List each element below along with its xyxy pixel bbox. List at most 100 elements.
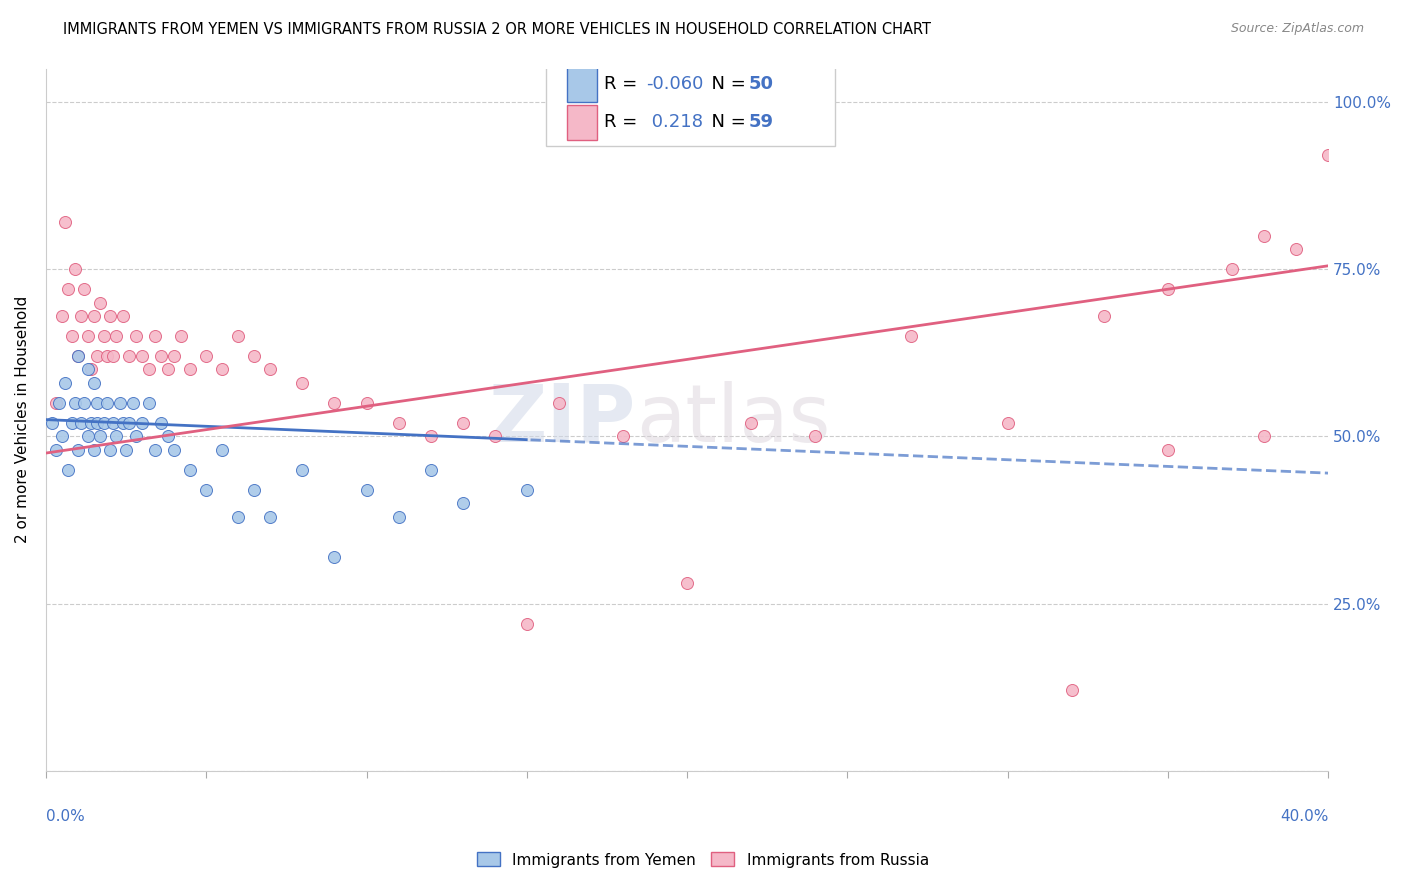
- Point: [86, 416, 108, 430]
- Point: [387, 416, 409, 430]
- Point: [66, 349, 89, 363]
- Point: [125, 329, 148, 343]
- Y-axis label: 2 or more Vehicles in Household: 2 or more Vehicles in Household: [15, 296, 30, 543]
- Point: [125, 429, 148, 443]
- Point: [163, 349, 186, 363]
- Point: [45, 442, 67, 457]
- Point: [63, 262, 86, 277]
- Point: [195, 483, 218, 497]
- Point: [900, 329, 922, 343]
- Point: [51, 429, 73, 443]
- Point: [105, 429, 128, 443]
- Point: [76, 429, 98, 443]
- Point: [143, 442, 166, 457]
- Point: [66, 349, 89, 363]
- Point: [83, 442, 105, 457]
- Point: [323, 549, 346, 564]
- Point: [419, 429, 441, 443]
- Point: [243, 483, 266, 497]
- Point: [156, 429, 179, 443]
- Point: [86, 349, 108, 363]
- Point: [76, 329, 98, 343]
- Point: [60, 329, 83, 343]
- Point: [1285, 242, 1308, 256]
- Point: [98, 309, 121, 323]
- Point: [118, 416, 141, 430]
- Point: [53, 376, 76, 390]
- Point: [356, 483, 378, 497]
- Point: [169, 329, 191, 343]
- Point: [96, 396, 118, 410]
- Point: [73, 396, 96, 410]
- FancyBboxPatch shape: [546, 58, 835, 145]
- Point: [226, 329, 249, 343]
- Point: [121, 396, 143, 410]
- Point: [138, 362, 160, 376]
- Point: [1253, 429, 1275, 443]
- Point: [53, 215, 76, 229]
- Point: [323, 396, 346, 410]
- Point: [98, 442, 121, 457]
- Point: [45, 396, 67, 410]
- Point: [58, 463, 80, 477]
- Point: [63, 396, 86, 410]
- Point: [387, 509, 409, 524]
- Point: [156, 362, 179, 376]
- Text: -0.060: -0.060: [645, 75, 703, 93]
- Point: [83, 309, 105, 323]
- Point: [80, 362, 103, 376]
- Text: R =: R =: [603, 75, 643, 93]
- Point: [131, 416, 153, 430]
- Point: [73, 282, 96, 296]
- Point: [516, 616, 538, 631]
- Point: [93, 416, 115, 430]
- Point: [41, 416, 63, 430]
- Point: [103, 349, 125, 363]
- Point: [740, 416, 762, 430]
- Point: [291, 463, 314, 477]
- Point: [76, 362, 98, 376]
- Point: [150, 416, 173, 430]
- Text: ZIP: ZIP: [488, 381, 636, 458]
- Text: N =: N =: [700, 113, 751, 131]
- Point: [484, 429, 506, 443]
- Point: [89, 429, 111, 443]
- Point: [1253, 228, 1275, 243]
- Point: [60, 416, 83, 430]
- Point: [195, 349, 218, 363]
- Text: 50: 50: [748, 75, 773, 93]
- Text: R =: R =: [603, 113, 648, 131]
- Point: [105, 329, 128, 343]
- Point: [259, 509, 281, 524]
- Point: [111, 416, 134, 430]
- Point: [211, 362, 233, 376]
- Point: [143, 329, 166, 343]
- Text: 40.0%: 40.0%: [1279, 809, 1329, 824]
- Point: [179, 362, 201, 376]
- Point: [547, 396, 569, 410]
- Point: [1092, 309, 1115, 323]
- Point: [70, 416, 93, 430]
- Point: [179, 463, 201, 477]
- Text: N =: N =: [700, 75, 751, 93]
- Point: [66, 442, 89, 457]
- Point: [163, 442, 186, 457]
- Point: [150, 349, 173, 363]
- Point: [804, 429, 827, 443]
- Text: Source: ZipAtlas.com: Source: ZipAtlas.com: [1230, 22, 1364, 36]
- Point: [111, 309, 134, 323]
- FancyBboxPatch shape: [567, 67, 598, 102]
- Point: [138, 396, 160, 410]
- Point: [243, 349, 266, 363]
- Point: [1317, 148, 1340, 162]
- Point: [103, 416, 125, 430]
- Point: [51, 309, 73, 323]
- Text: 0.218: 0.218: [645, 113, 703, 131]
- Legend: Immigrants from Yemen, Immigrants from Russia: Immigrants from Yemen, Immigrants from R…: [471, 847, 935, 873]
- Point: [997, 416, 1019, 430]
- FancyBboxPatch shape: [567, 104, 598, 140]
- Point: [1157, 282, 1180, 296]
- Point: [48, 396, 70, 410]
- Point: [58, 282, 80, 296]
- Point: [83, 376, 105, 390]
